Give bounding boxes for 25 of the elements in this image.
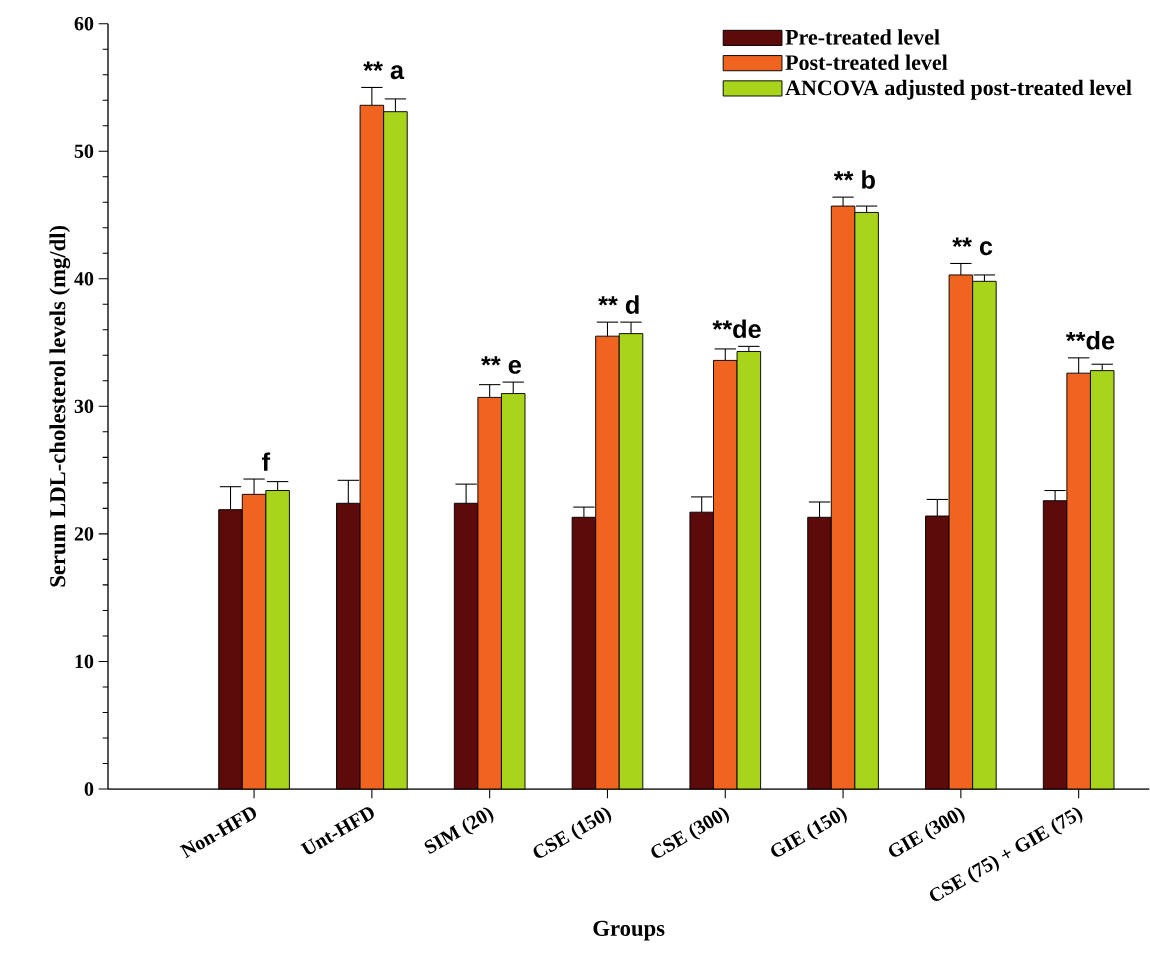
x-tick-label: CSE (150) [533,807,612,858]
annotation: ** e [481,356,521,374]
annotation: ** c [952,237,993,256]
x-tick-label: GIE (300) [889,807,965,857]
annotation: ** a [363,61,405,80]
x-tick-label: CSE (300) [651,807,730,858]
y-axis-title: Serum LDL-cholesterol levels (mg/dl) [49,225,71,587]
x-axis-title: Groups [593,920,665,941]
x-tick-label: GIE (150) [771,807,847,857]
legend-label: ANCOVA adjusted post-treated level [785,79,1132,100]
y-tick-label: 40 [74,272,94,286]
y-tick-label: 10 [75,654,94,669]
y-tick-label: 30 [74,399,94,414]
annotation: **de [1065,330,1115,350]
legend-label: Pre-treated level [785,29,940,45]
annotation: f [262,452,271,471]
y-tick-label: 20 [74,527,94,541]
y-tick-label: 0 [84,782,94,796]
y-tick-label: 60 [74,16,94,31]
annotation: ** d [598,295,639,314]
y-tick-label: 50 [74,144,94,158]
annotation: **de [712,319,761,339]
annotation: ** b [833,170,875,189]
legend-label: Post-treated level [785,54,948,70]
x-tick-label: SIM (20) [424,807,494,854]
